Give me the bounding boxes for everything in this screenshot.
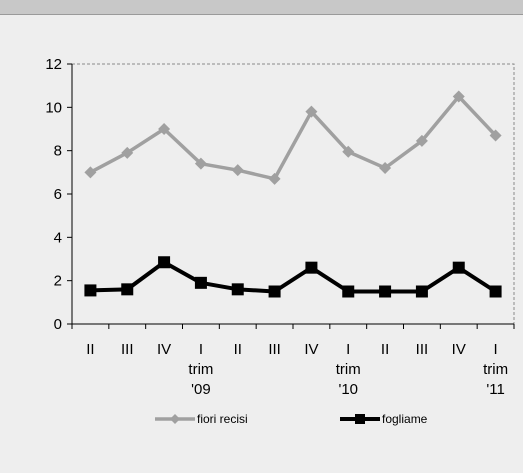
data-point <box>342 285 355 298</box>
data-point <box>121 283 134 296</box>
x-tick-label: '09 <box>191 381 211 398</box>
x-tick-label: '10 <box>338 381 358 398</box>
data-point <box>194 157 207 170</box>
legend-swatch-marker <box>170 414 180 424</box>
legend-item: fogliame <box>340 412 428 426</box>
x-tick-label: I <box>346 341 350 358</box>
data-point <box>379 162 392 174</box>
y-tick-label: 8 <box>54 143 62 160</box>
x-tick-label: trim <box>336 361 361 378</box>
data-point <box>158 256 171 269</box>
x-tick-label: II <box>381 341 389 358</box>
y-axis-ticks: 0 2 4 6 8 10 12 <box>45 56 72 333</box>
x-tick-label: II <box>86 341 94 358</box>
x-tick-label: I <box>493 341 497 358</box>
data-point <box>268 172 281 185</box>
data-point <box>231 164 244 177</box>
data-point <box>121 146 134 159</box>
series-1 <box>84 256 502 298</box>
data-point <box>379 285 392 298</box>
series-line <box>90 260 497 294</box>
x-tick-label: trim <box>188 361 213 378</box>
x-tick-label: III <box>416 341 429 358</box>
x-tick-label: IV <box>452 341 466 358</box>
y-tick-label: 12 <box>45 56 62 73</box>
legend-label: fogliame <box>382 412 428 426</box>
plot-area <box>71 63 515 325</box>
data-point <box>489 129 502 142</box>
data-point <box>158 123 171 135</box>
legend-label: fiori recisi <box>197 412 248 426</box>
series-layer <box>84 90 502 298</box>
data-point <box>84 284 97 297</box>
series-line <box>89 94 497 181</box>
y-tick-label: 4 <box>54 229 62 246</box>
y-tick-label: 10 <box>45 99 62 116</box>
series-0 <box>84 90 502 185</box>
data-point <box>489 285 502 298</box>
data-point <box>305 105 318 118</box>
x-tick-label: I <box>199 341 203 358</box>
x-tick-label: III <box>121 341 134 358</box>
data-point <box>268 285 281 298</box>
legend: fiori recisi fogliame <box>155 412 428 426</box>
data-point <box>84 166 97 179</box>
data-point <box>231 283 244 296</box>
legend-swatch-marker <box>355 414 365 424</box>
data-point <box>452 90 465 103</box>
data-point <box>305 261 318 274</box>
data-point <box>415 285 428 298</box>
data-point <box>342 145 355 158</box>
x-tick-label: II <box>234 341 242 358</box>
legend-item: fiori recisi <box>155 412 248 426</box>
x-tick-label: IV <box>304 341 318 358</box>
data-point <box>452 261 465 274</box>
top-band <box>0 0 523 15</box>
y-tick-label: 6 <box>54 186 62 203</box>
data-point <box>194 276 207 289</box>
x-tick-label: '11 <box>486 381 504 398</box>
x-tick-label: III <box>268 341 281 358</box>
x-tick-label: trim <box>483 361 508 378</box>
y-tick-label: 0 <box>54 316 62 333</box>
y-tick-label: 2 <box>54 273 62 290</box>
x-tick-label: IV <box>157 341 171 358</box>
data-point <box>415 134 428 147</box>
